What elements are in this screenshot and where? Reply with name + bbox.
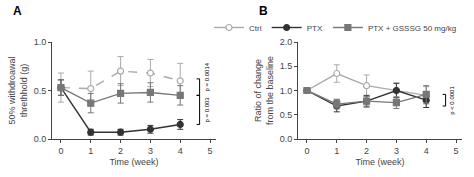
- svg-text:PTX + GSSSG 50 mg/kg: PTX + GSSSG 50 mg/kg: [368, 24, 456, 33]
- svg-text:Ctrl: Ctrl: [249, 24, 262, 33]
- svg-text:p < 0.0001: p < 0.0001: [449, 86, 455, 115]
- svg-text:1.5: 1.5: [280, 61, 293, 71]
- svg-text:1: 1: [88, 146, 93, 156]
- svg-text:0.5: 0.5: [280, 110, 293, 120]
- svg-text:1.0: 1.0: [34, 37, 47, 47]
- svg-text:5: 5: [454, 146, 459, 156]
- svg-text:0.5: 0.5: [34, 86, 47, 96]
- svg-text:0.0: 0.0: [280, 134, 293, 144]
- svg-text:0: 0: [58, 146, 63, 156]
- svg-text:Time (week): Time (week): [355, 157, 404, 167]
- svg-text:Ratio of changefrom the baseli: Ratio of changefrom the baseline: [253, 56, 275, 125]
- svg-text:4: 4: [178, 146, 183, 156]
- svg-text:2.0: 2.0: [280, 37, 293, 47]
- svg-text:3: 3: [148, 146, 153, 156]
- svg-text:0.0: 0.0: [34, 134, 47, 144]
- svg-text:A: A: [13, 4, 22, 18]
- svg-text:3: 3: [394, 146, 399, 156]
- svg-text:4: 4: [424, 146, 429, 156]
- svg-text:5: 5: [208, 146, 213, 156]
- svg-text:0: 0: [304, 146, 309, 156]
- svg-text:1.0: 1.0: [280, 86, 293, 96]
- svg-text:Time (week): Time (week): [109, 157, 158, 167]
- svg-text:p = 0.0014: p = 0.0014: [204, 62, 210, 91]
- svg-text:2: 2: [118, 146, 123, 156]
- svg-text:1: 1: [334, 146, 339, 156]
- svg-text:50% withdroawalthrethhold (g): 50% withdroawalthrethhold (g): [7, 56, 29, 124]
- svg-text:B: B: [259, 4, 268, 18]
- svg-text:2: 2: [364, 146, 369, 156]
- svg-text:PTX: PTX: [307, 24, 323, 33]
- svg-text:p = 0.003: p = 0.003: [204, 97, 210, 123]
